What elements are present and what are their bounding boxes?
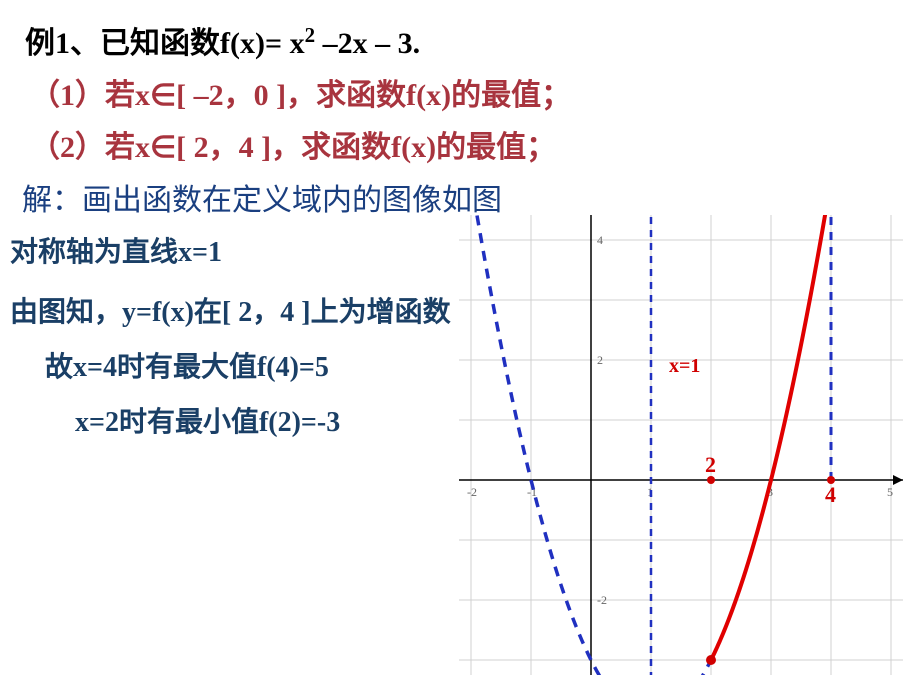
title-exp: 2 [305, 23, 316, 47]
result-max: 故x=4时有最大值f(4)=5 [45, 345, 329, 385]
svg-text:2: 2 [597, 353, 603, 367]
graph-svg: -2-1135-4-2246x=124 [458, 215, 908, 675]
axis-of-symmetry: 对称轴为直线x=1 [10, 230, 222, 270]
subquestion-2: （2）若x∈[ 2，4 ]，求函数f(x)的最值； [30, 122, 556, 166]
function-graph: -2-1135-4-2246x=124 [458, 215, 908, 675]
svg-text:x=1: x=1 [669, 355, 700, 377]
result-min: x=2时有最小值f(2)=-3 [75, 400, 340, 440]
title-prefix: 例1、已知函数f(x)= x [25, 27, 305, 60]
svg-text:4: 4 [597, 233, 603, 247]
analysis-text: 由图知，y=f(x)在[ 2，4 ]上为增函数 [10, 290, 451, 330]
solution-label: 解：画出函数在定义域内的图像如图 [22, 175, 502, 219]
svg-text:2: 2 [705, 452, 716, 477]
svg-text:-2: -2 [467, 485, 477, 499]
title-suffix: –2x – 3. [315, 27, 420, 60]
svg-text:4: 4 [825, 482, 836, 507]
example-title: 例1、已知函数f(x)= x2 –2x – 3. [25, 18, 420, 62]
svg-text:-2: -2 [597, 593, 607, 607]
subquestion-1: （1）若x∈[ –2，0 ]，求函数f(x)的最值； [30, 70, 571, 114]
svg-text:5: 5 [887, 485, 893, 499]
